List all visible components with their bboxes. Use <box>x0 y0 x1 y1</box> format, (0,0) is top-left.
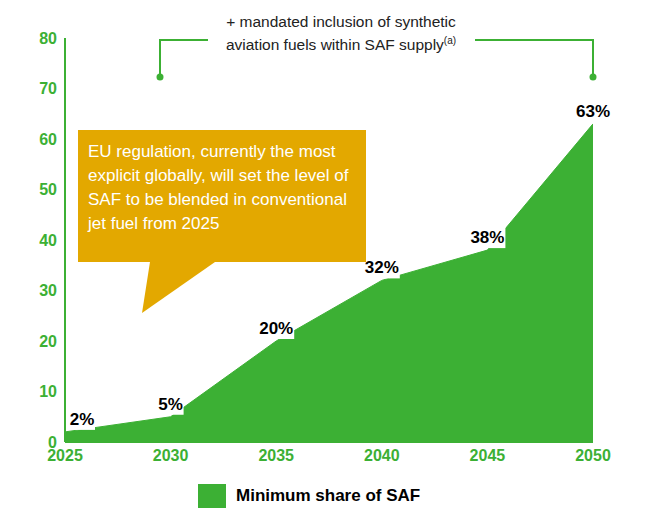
svg-text:32%: 32% <box>365 258 399 277</box>
svg-text:38%: 38% <box>470 228 504 247</box>
svg-text:40: 40 <box>39 232 57 249</box>
svg-text:63%: 63% <box>576 102 610 121</box>
svg-text:2035: 2035 <box>258 447 294 464</box>
svg-text:2045: 2045 <box>470 447 506 464</box>
svg-text:20%: 20% <box>259 319 293 338</box>
svg-text:2050: 2050 <box>575 447 611 464</box>
svg-text:50: 50 <box>39 181 57 198</box>
svg-text:80: 80 <box>39 30 57 47</box>
svg-text:2%: 2% <box>70 410 95 429</box>
svg-text:2025: 2025 <box>47 447 83 465</box>
svg-text:70: 70 <box>39 80 57 97</box>
svg-text:60: 60 <box>39 131 57 148</box>
svg-text:0: 0 <box>48 434 57 451</box>
svg-text:10: 10 <box>39 383 57 400</box>
svg-text:2030: 2030 <box>153 447 189 464</box>
html-text:EU regulation, currently the m: EU regulation, currently the most explic… <box>88 142 349 233</box>
svg-text:20: 20 <box>39 333 57 350</box>
svg-text:5%: 5% <box>158 395 183 414</box>
html-text:Minimum share of SAF: Minimum share of SAF <box>236 486 421 505</box>
html-text:+ mandated inclusion of synthe: + mandated inclusion of synthetic aviati… <box>225 13 457 54</box>
svg-text:30: 30 <box>39 282 57 299</box>
svg-text:2040: 2040 <box>364 447 400 464</box>
